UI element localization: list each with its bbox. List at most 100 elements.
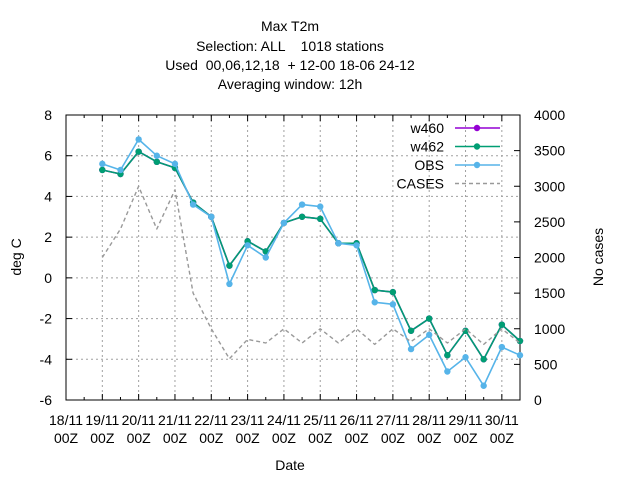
data-point-obs — [117, 166, 124, 174]
data-point-obs — [262, 254, 269, 261]
data-point-obs — [353, 242, 360, 249]
legend-label: w460 — [410, 120, 445, 136]
x-tick-label: 22/11 — [194, 412, 228, 428]
data-point-w462 — [407, 327, 415, 334]
y2-tick-label: 2500 — [534, 214, 565, 230]
data-point-obs — [99, 160, 106, 168]
y-tick-label: 8 — [44, 107, 52, 123]
data-point-obs — [462, 354, 469, 361]
x-axis-label: Date — [275, 457, 305, 473]
data-point-obs — [426, 331, 433, 339]
y2-tick-label: 0 — [534, 392, 542, 408]
data-point-obs — [244, 242, 251, 249]
y2-tick-label: 1500 — [534, 285, 565, 301]
x-tick-label: 26/11 — [340, 412, 374, 428]
title-line: Used 00,06,12,18 + 12-00 18-06 24-12 — [165, 57, 415, 73]
x-tick-label: 30/11 — [485, 412, 519, 428]
data-point-obs — [407, 345, 415, 353]
y-axis-label: deg C — [8, 238, 24, 275]
x-tick-label: 27/11 — [376, 412, 410, 428]
data-point-w462 — [444, 352, 451, 359]
data-point-obs — [189, 201, 197, 208]
x-tick-label: 23/11 — [231, 412, 265, 428]
data-point-obs — [516, 352, 524, 359]
title-line: Selection: ALL 1018 stations — [196, 38, 384, 54]
x-tick-label: 21/11 — [158, 412, 192, 428]
x-tick-label: 25/11 — [303, 412, 337, 428]
data-point-w462 — [226, 262, 233, 269]
y-tick-label: 4 — [44, 188, 52, 204]
data-point-w462 — [298, 213, 306, 220]
data-point-w462 — [498, 321, 506, 328]
series-group — [99, 136, 524, 389]
legend-swatch-marker — [473, 124, 481, 132]
x-tick-label: 00Z — [417, 430, 442, 446]
chart-title: Max T2m Selection: ALL 1018 stations Use… — [165, 18, 415, 92]
data-point-obs — [135, 136, 142, 143]
legend: w460 w462 OBS CASES — [397, 120, 500, 192]
data-point-obs — [444, 368, 451, 375]
data-point-w462 — [317, 215, 324, 223]
y-tick-label: 6 — [44, 148, 52, 164]
data-point-obs — [171, 160, 179, 168]
data-point-obs — [280, 219, 288, 227]
y2-tick-label: 2000 — [534, 250, 565, 266]
data-point-w462 — [135, 148, 142, 155]
x-tick-label: 29/11 — [449, 412, 483, 428]
y2-axis-label: No cases — [590, 228, 606, 286]
legend-label: OBS — [414, 157, 444, 173]
y2-tick-label: 3500 — [534, 143, 565, 159]
series-line-cases — [101, 185, 521, 360]
x-tick-label: 00Z — [54, 430, 79, 446]
title-line: Max T2m — [261, 18, 319, 34]
x-tick-label: 00Z — [90, 430, 115, 446]
x-tick-label: 24/11 — [267, 412, 301, 428]
y2-tick-label: 4000 — [534, 107, 565, 123]
data-point-obs — [335, 240, 342, 247]
data-point-obs — [480, 382, 487, 389]
x-tick-label: 28/11 — [412, 412, 446, 428]
data-point-obs — [371, 299, 378, 306]
data-point-obs — [317, 203, 324, 210]
legend-label: w462 — [410, 139, 445, 155]
data-point-w462 — [99, 166, 106, 174]
y-tick-label: 2 — [44, 229, 52, 245]
x-tick-label: 00Z — [272, 430, 297, 446]
grid — [66, 115, 520, 400]
y2-tick-label: 1000 — [534, 321, 565, 337]
data-point-obs — [208, 213, 215, 220]
x-tick-label: 20/11 — [122, 412, 156, 428]
data-point-w462 — [426, 315, 433, 322]
y2-tick-label: 500 — [534, 356, 558, 372]
data-point-obs — [153, 152, 160, 159]
axis-ticks: 8 6 4 2 0 -2 -4 -6 4000 3500 3000 2500 2000 1500 1000 5… — [40, 107, 566, 446]
y-tick-label: 0 — [44, 270, 52, 286]
legend-label: CASES — [397, 176, 444, 192]
x-tick-label: 00Z — [127, 430, 152, 446]
x-tick-label: 00Z — [381, 430, 406, 446]
title-line: Averaging window: 12h — [218, 76, 363, 92]
x-tick-label: 00Z — [453, 430, 478, 446]
x-tick-label: 00Z — [308, 430, 333, 446]
y-tick-label: -2 — [40, 311, 53, 327]
data-point-obs — [389, 301, 397, 308]
legend-swatch-marker — [473, 161, 481, 169]
y2-tick-label: 3000 — [534, 178, 565, 194]
x-tick-label: 19/11 — [85, 412, 119, 428]
data-point-w462 — [389, 288, 397, 296]
data-point-obs — [298, 201, 306, 208]
legend-swatch-marker — [473, 143, 481, 150]
series-line-obs — [102, 138, 521, 387]
x-tick-label: 00Z — [344, 430, 369, 446]
x-tick-label: 18/11 — [49, 412, 83, 428]
x-tick-label: 00Z — [236, 430, 261, 446]
y-tick-label: -4 — [40, 351, 53, 367]
x-tick-label: 00Z — [490, 430, 515, 446]
x-tick-label: 00Z — [199, 430, 224, 446]
data-point-w462 — [480, 356, 487, 363]
x-tick-label: 00Z — [163, 430, 188, 446]
data-point-obs — [226, 280, 233, 288]
y-tick-label: -6 — [40, 392, 53, 408]
data-point-w462 — [153, 158, 160, 166]
